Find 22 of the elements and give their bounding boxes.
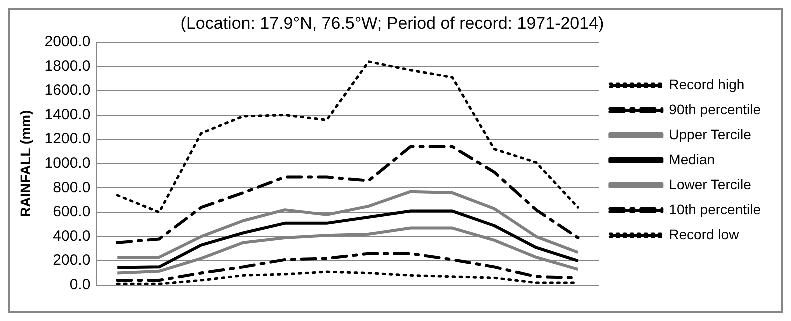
y-tick-label: 200.0 (53, 252, 91, 270)
y-tick-label: 800.0 (53, 179, 91, 196)
chart-title: (Location: 17.9°N, 76.5°W; Period of record: 1971-2014) (180, 14, 604, 33)
y-axis-title: RAINFALL (mm) (17, 110, 34, 218)
y-tick-label: 2000.0 (44, 34, 91, 51)
y-tick-label: 1800.0 (44, 58, 91, 75)
legend-label: Record high (669, 76, 745, 92)
line-series (116, 145, 580, 244)
legend-label: Lower Tercile (669, 176, 752, 192)
line-series (116, 60, 580, 214)
y-tick-label: 1200.0 (44, 130, 91, 148)
y-tick-label: 400.0 (53, 228, 91, 245)
legend-label: 90th percentile (669, 101, 762, 118)
legend-label: Median (669, 151, 716, 168)
y-tick-label: 0.0 (70, 276, 91, 294)
legend-label: Upper Tercile (669, 126, 752, 142)
legend-label: Record low (669, 226, 740, 242)
y-tick-label: 1000.0 (44, 155, 91, 172)
legend-label: 10th percentile (669, 201, 762, 218)
y-tick-label: 1600.0 (44, 82, 91, 100)
y-tick-label: 1400.0 (44, 106, 91, 124)
y-tick-label: 600.0 (53, 204, 91, 221)
